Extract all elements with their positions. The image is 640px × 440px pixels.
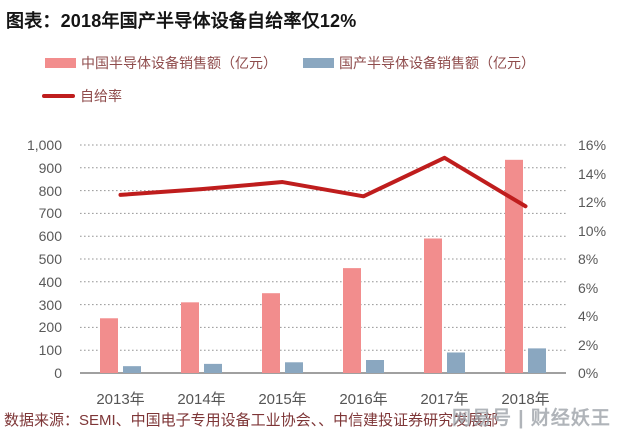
self-sufficiency-rate-line [118, 155, 528, 209]
y-tick-right: 0% [578, 365, 599, 381]
x-tick-2017年: 2017年 [420, 391, 469, 408]
watermark: 网易号 | 财经妖王 [452, 408, 611, 429]
y-tick-right: 8% [578, 251, 599, 267]
legend-swatch-rate-line-icon [42, 94, 75, 98]
x-tick-2015年: 2015年 [258, 391, 307, 408]
chart-title: 图表：2018年国产半导体设备自给率仅12% [6, 11, 357, 31]
x-tick-2014年: 2014年 [177, 391, 226, 408]
bar-domestic-2013年 [123, 366, 141, 373]
y-tick-left: 800 [38, 182, 62, 199]
y-tick-left: 0 [54, 365, 62, 381]
bar-domestic-2015年 [285, 362, 303, 373]
y-tick-left: 200 [38, 319, 62, 336]
legend-swatch-domestic-sales-icon [303, 58, 334, 68]
bar-china-2017年 [424, 238, 442, 373]
legend-item-domestic-sales: 国产半导体设备销售额（亿元） [303, 53, 535, 73]
y-tick-right: 2% [578, 336, 599, 353]
y-tick-left: 500 [38, 251, 62, 267]
y-tick-left: 700 [38, 205, 62, 222]
bar-domestic-2014年 [204, 363, 222, 373]
bar-china-2014年 [181, 302, 199, 373]
bar-domestic-2016年 [366, 360, 384, 373]
y-tick-right: 14% [578, 165, 607, 182]
y-tick-right: 10% [578, 222, 607, 239]
legend-item-china-sales: 中国半导体设备销售额（亿元） [45, 53, 277, 73]
source-note: 数据来源：SEMI、中国电子专用设备工业协会、、中信建投证券研究发展部 [4, 412, 499, 429]
bar-domestic-2018年 [528, 348, 546, 373]
x-tick-2016年: 2016年 [339, 391, 388, 408]
y-tick-right: 16% [578, 137, 607, 153]
legend-item-self-sufficiency-rate: 自给率 [42, 86, 122, 106]
y-tick-left: 600 [38, 228, 62, 245]
legend-label-china-sales: 中国半导体设备销售额（亿元） [81, 55, 277, 71]
bar-china-2013年 [100, 318, 118, 373]
y-tick-left: 400 [38, 273, 62, 290]
bar-china-2016年 [343, 268, 361, 373]
y-tick-left: 900 [38, 159, 62, 176]
legend-label-domestic-sales: 国产半导体设备销售额（亿元） [339, 55, 535, 71]
y-tick-left: 300 [38, 296, 62, 313]
bar-china-2015年 [262, 293, 280, 373]
y-tick-right: 6% [578, 279, 599, 296]
y-tick-left: 100 [38, 342, 62, 359]
x-tick-2018年: 2018年 [501, 391, 550, 408]
bar-domestic-2017年 [447, 352, 465, 373]
bar-china-2018年 [505, 159, 523, 373]
y-tick-right: 4% [578, 308, 599, 324]
y-tick-left: 1,000 [26, 137, 62, 153]
legend-swatch-china-sales-icon [45, 58, 76, 68]
legend-label-self-sufficiency-rate: 自给率 [80, 88, 122, 104]
x-tick-2013年: 2013年 [96, 391, 145, 408]
y-tick-right: 12% [578, 194, 607, 210]
